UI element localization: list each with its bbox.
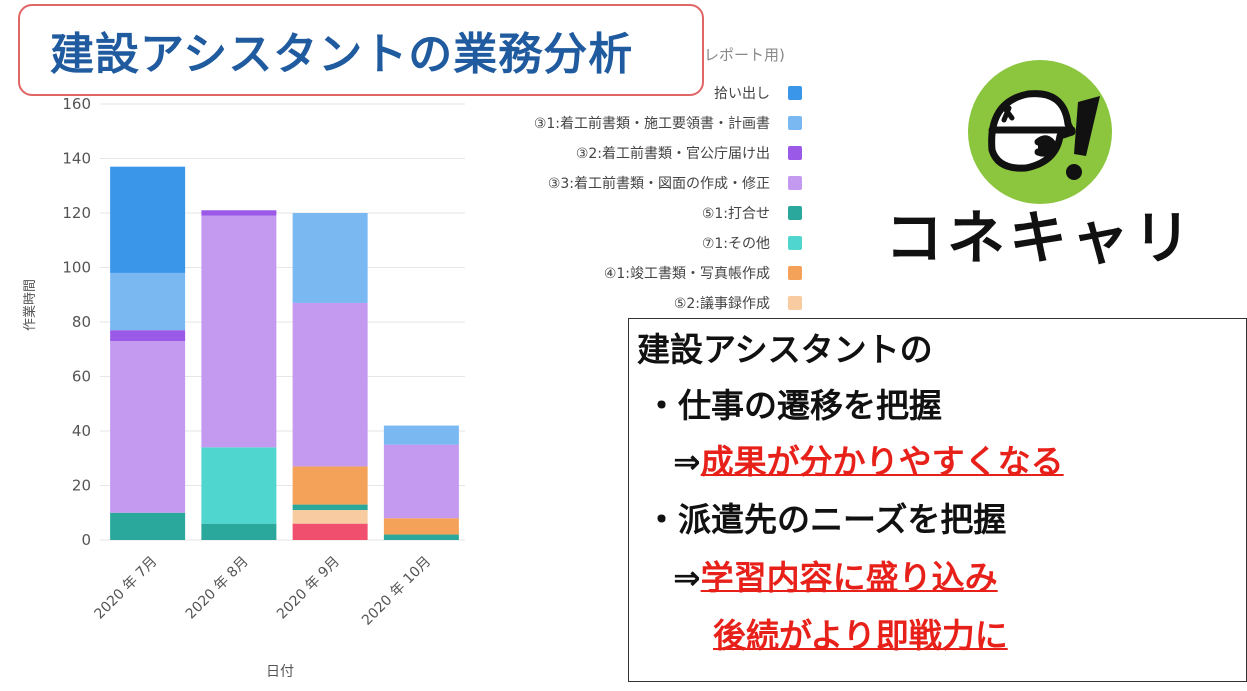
bar-segment: [383, 444, 459, 519]
stacked-bar-chart: 0 20 40 60 80 100 120 140 160 2020 年 7月 2020 年 8月…: [22, 95, 465, 680]
summary-box: 建設アシスタントの ・仕事の遷移を把握 ⇒成果が分かりやすくなる ・派遣先のニー…: [628, 318, 1247, 682]
legend-swatch: [788, 146, 802, 160]
chart-legend: 拾い出し ③1:着工前書類・施工要領書・計画書 ③2:着工前書類・官公庁届け出 ③3:…: [534, 78, 802, 348]
legend-swatch: [788, 116, 802, 130]
summary-point-1: ・仕事の遷移を把握: [645, 386, 942, 425]
bar-segment: [383, 425, 459, 445]
summary-result-1: ⇒成果が分かりやすくなる: [673, 435, 1064, 483]
legend-item[interactable]: ③2:着工前書類・官公庁届け出: [534, 138, 802, 168]
arrow-icon: ⇒: [673, 442, 701, 481]
bar-segment: [201, 210, 277, 216]
title-box: 建設アシスタントの業務分析: [18, 4, 704, 96]
bar-segment: [110, 330, 186, 342]
bar-segment: [383, 518, 459, 535]
legend-title: レポート用): [704, 46, 785, 64]
x-tick-label: 2020 年 8月: [183, 554, 252, 623]
bar-segment: [201, 523, 277, 540]
legend-item[interactable]: ④1:竣工書類・写真帳作成: [534, 258, 802, 288]
bar-segment: [383, 534, 459, 540]
y-tick-label: 160: [62, 95, 91, 113]
summary-result-2-continued: 後続がより即戦力に: [713, 609, 1008, 657]
chart-bars: [110, 166, 459, 540]
summary-result-2: ⇒学習内容に盛り込み: [673, 551, 998, 599]
x-tick-label: 2020 年 7月: [92, 554, 161, 623]
bar-segment: [110, 341, 186, 513]
legend-label: ③1:着工前書類・施工要領書・計画書: [533, 116, 770, 132]
legend-label: ③3:着工前書類・図面の作成・修正: [547, 176, 770, 192]
bar-segment: [110, 512, 186, 540]
bar-segment: [201, 447, 277, 524]
legend-label: 拾い出し: [714, 86, 770, 102]
legend-swatch: [788, 266, 802, 280]
legend-swatch: [788, 206, 802, 220]
bar-segment: [201, 215, 277, 448]
y-tick-label: 60: [72, 368, 91, 386]
bar-segment: [292, 510, 368, 524]
legend-swatch: [788, 86, 802, 100]
legend-item[interactable]: 拾い出し: [534, 78, 802, 108]
summary-result-2-text: 学習内容に盛り込み: [700, 558, 998, 597]
bar-segment: [292, 523, 368, 540]
y-axis-label: 作業時間: [22, 279, 38, 331]
helmet-mascot-icon: [988, 90, 1076, 172]
summary-heading: 建設アシスタントの: [637, 330, 933, 369]
y-tick-label: 120: [62, 204, 91, 222]
legend-item[interactable]: ③1:着工前書類・施工要領書・計画書: [534, 108, 802, 138]
y-tick-label: 40: [72, 422, 91, 440]
logo-text: コネキャリ: [888, 204, 1193, 265]
y-tick-label: 80: [72, 313, 91, 331]
legend-item[interactable]: ③3:着工前書類・図面の作成・修正: [534, 168, 802, 198]
summary-result-2b-text: 後続がより即戦力に: [713, 616, 1008, 655]
legend-label: ⑤1:打合せ: [701, 206, 770, 222]
y-tick-label: 20: [72, 477, 91, 495]
legend-item[interactable]: ⑦1:その他: [534, 228, 802, 258]
y-tick-label: 0: [81, 531, 91, 549]
y-axis-ticks: 0 20 40 60 80 100 120 140 160: [62, 95, 91, 549]
bar-segment: [110, 272, 186, 331]
legend-item[interactable]: ⑤1:打合せ: [534, 198, 802, 228]
konecari-logo: コネキャリ: [888, 60, 1193, 265]
y-tick-label: 140: [62, 150, 91, 168]
x-axis-label: 日付: [266, 664, 294, 680]
legend-swatch: [788, 296, 802, 310]
bar-segment: [110, 166, 186, 273]
legend-swatch: [788, 176, 802, 190]
legend-label: ⑤2:議事録作成: [673, 296, 770, 312]
legend-label: ③2:着工前書類・官公庁届け出: [575, 146, 770, 162]
legend-label: ⑦1:その他: [701, 236, 770, 252]
x-tick-label: 2020 年 9月: [274, 554, 343, 623]
exclamation-icon: [1066, 96, 1100, 180]
bar-segment: [292, 302, 368, 467]
bar-segment: [292, 213, 368, 303]
y-tick-label: 100: [62, 259, 91, 277]
summary-point-2: ・派遣先のニーズを把握: [645, 500, 1007, 539]
legend-label: ④1:竣工書類・写真帳作成: [603, 266, 770, 282]
legend-swatch: [788, 236, 802, 250]
bar-segment: [292, 466, 368, 505]
summary-result-1-text: 成果が分かりやすくなる: [700, 442, 1064, 481]
arrow-icon: ⇒: [673, 558, 701, 597]
x-tick-label: 2020 年 10月: [359, 554, 434, 629]
bar-segment: [292, 504, 368, 511]
x-axis-ticks: 2020 年 7月 2020 年 8月 2020 年 9月 2020 年 10月: [92, 554, 435, 629]
page-title: 建設アシスタントの業務分析: [50, 29, 634, 80]
legend-item[interactable]: ⑤2:議事録作成: [534, 288, 802, 318]
